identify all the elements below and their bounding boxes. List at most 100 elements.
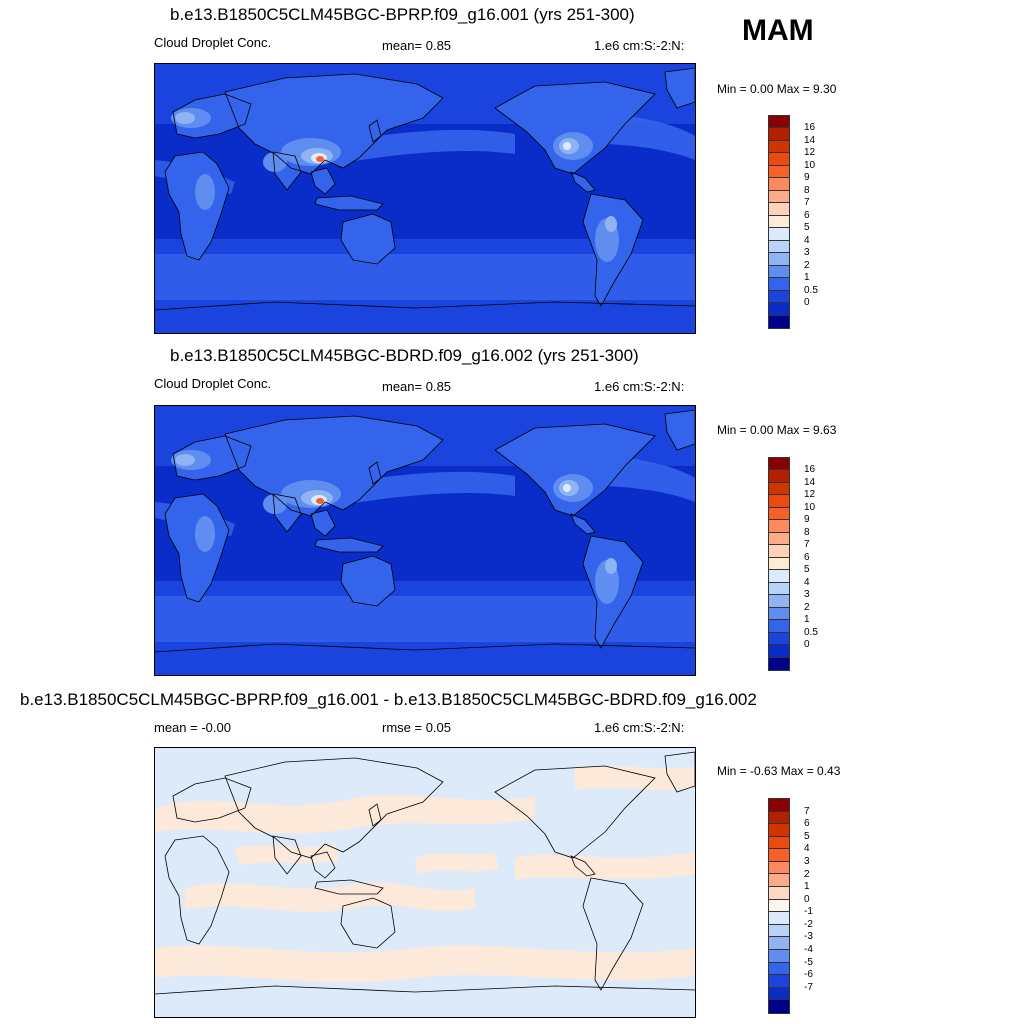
india-high [263,152,287,172]
colorbar-tick-label: 5 [804,830,810,842]
panel-3-title: b.e13.B1850C5CLM45BGC-BPRP.f09_g16.001 -… [20,690,757,709]
coastline-samerica [582,535,644,649]
colorbar-tick-label: 9 [804,172,810,184]
colorbar-tick-label: 5 [804,564,810,576]
colorbar-tick-label: 6 [804,209,810,221]
colorbar-segment [769,240,789,254]
coastline-japan [368,803,382,827]
europe-higher [175,454,195,466]
colorbar-tick-label: 16 [804,122,816,134]
colorbar-tick-label: 1 [804,272,810,284]
coastline-greenland [664,409,695,451]
colorbar-tick-label: 3 [804,855,810,867]
land-asia [225,416,443,516]
panel-3-colorbar [768,798,790,1014]
colorbar-tick-label: 3 [804,247,810,259]
colorbar-segment [769,545,789,558]
diff-positive-region [235,844,339,866]
panel-2-colorbar [768,457,790,671]
colorbar-segment [769,315,789,328]
colorbar-tick-label: 14 [804,476,816,488]
colorbar-tick-label: 7 [804,805,810,817]
colorbar-segment [769,849,789,862]
colorbar-segment [769,520,789,533]
land-antarctica [155,644,695,675]
coastline-asia [224,73,444,175]
colorbar-segment [769,607,789,621]
colorbar-segment [769,811,789,825]
coastline-africa [164,151,230,261]
colorbar-segment [769,482,789,496]
colorbar-segment [769,178,789,191]
colorbar-segment [769,799,789,812]
coastline-indonesia [314,537,384,553]
colorbar-segment [769,582,789,596]
colorbar-tick-label: 5 [804,222,810,234]
colorbar-segment [769,836,789,850]
colorbar-segment [769,265,789,279]
panel-2-units-label: 1.e6 cm:S:-2:N: [594,379,685,394]
land-indonesia [315,538,383,552]
coastline-antarctica [155,301,695,311]
colorbar-segment [769,949,789,963]
colorbar-segment [769,899,789,913]
panel-1-colorbar [768,115,790,329]
coastline-india [272,835,302,875]
colorbar-tick-label: -4 [804,944,813,956]
coastline-antarctica [155,985,695,995]
colorbar-tick-label: 0 [804,297,810,309]
colorbar-tick-label: 14 [804,134,816,146]
coastline-samerica [582,877,644,991]
coastline-japan [368,461,382,485]
colorbar-tick-label: 4 [804,843,810,855]
colorbar-tick-label: 2 [804,601,810,613]
colorbar-tick-label: -5 [804,956,813,968]
colorbar-tick-label: 0.5 [804,284,818,296]
colorbar-segment [769,470,789,483]
colorbar-tick-label: 8 [804,526,810,538]
colorbar-tick-label: 16 [804,464,816,476]
colorbar-segment [769,595,789,608]
coastline-camerica [570,171,596,193]
coastline-indonesia [314,195,384,211]
colorbar-tick-label: 0 [804,893,810,905]
land-australia [341,556,395,606]
coastline-japan [368,119,382,143]
panel-1-minmax-label: Min = 0.00 Max = 9.30 [717,82,837,96]
coastline-india [272,151,302,191]
colorbar-segment [769,507,789,521]
land-antarctica [155,302,695,333]
colorbar-segment [769,887,789,900]
coastline-camerica [570,513,596,535]
coastline-namerica [494,81,656,175]
coastline-asia [224,415,444,517]
diff-positive-region [415,852,499,874]
diff-positive-region [155,945,695,983]
panel-2-title: b.e13.B1850C5CLM45BGC-BDRD.f09_g16.002 (… [170,346,639,365]
panel-2-minmax-label: Min = 0.00 Max = 9.63 [717,423,837,437]
land-namerica [495,82,655,174]
coastline-greenland [664,751,695,793]
colorbar-segment [769,975,789,988]
colorbar-segment [769,924,789,938]
coastline-namerica [494,765,656,859]
colorbar-segment [769,570,789,583]
colorbar-tick-label: -3 [804,931,813,943]
land-asia [225,74,443,174]
colorbar-tick-label: 7 [804,197,810,209]
panel-3-map [154,747,696,1018]
land-australia [341,214,395,264]
south-america-higher [605,216,617,232]
coastline-africa [164,835,230,945]
coastline-africa [164,493,230,603]
colorbar-segment [769,153,789,166]
colorbar-tick-label: 9 [804,514,810,526]
colorbar-segment [769,495,789,508]
colorbar-segment [769,290,789,304]
colorbar-segment [769,140,789,154]
land-camerica [571,514,595,534]
south-america-higher [605,558,617,574]
colorbar-tick-label: -7 [804,981,813,993]
diff-positive-region [185,882,475,912]
colorbar-tick-label: 6 [804,818,810,830]
